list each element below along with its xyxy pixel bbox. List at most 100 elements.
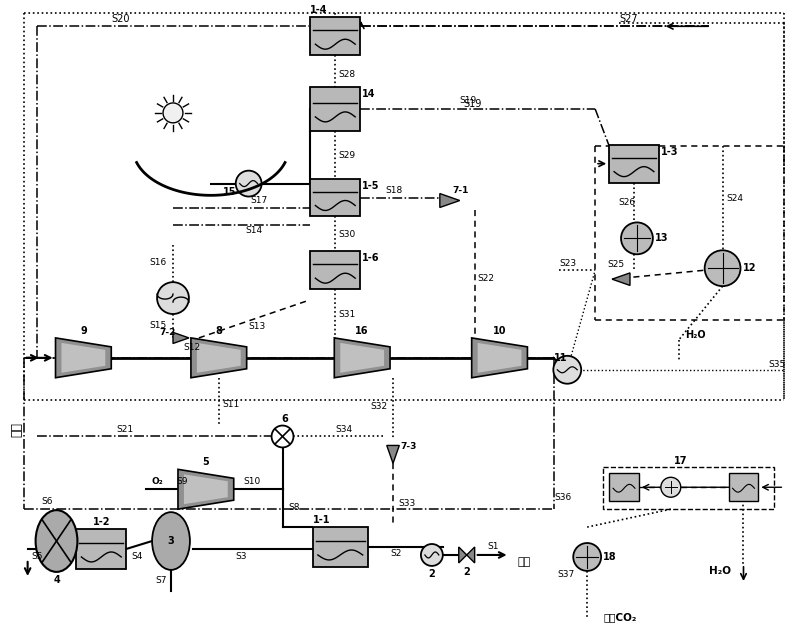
Text: 9: 9 — [80, 326, 86, 336]
Polygon shape — [466, 547, 474, 563]
Polygon shape — [55, 338, 111, 378]
Text: 10: 10 — [493, 326, 506, 336]
Text: S27: S27 — [619, 15, 638, 24]
Text: S9: S9 — [176, 477, 187, 486]
Circle shape — [621, 223, 653, 254]
Text: 1-2: 1-2 — [93, 517, 110, 527]
Polygon shape — [440, 193, 460, 207]
Text: 2: 2 — [463, 567, 470, 577]
Text: 7-1: 7-1 — [453, 186, 469, 195]
Ellipse shape — [35, 510, 78, 572]
Text: 8: 8 — [215, 326, 222, 336]
Bar — [609, 473, 639, 501]
Bar — [310, 179, 360, 216]
Text: S26: S26 — [618, 198, 635, 207]
Polygon shape — [386, 445, 399, 464]
Text: S34: S34 — [335, 425, 353, 434]
Text: O₂: O₂ — [151, 477, 163, 486]
Bar — [729, 473, 758, 501]
Polygon shape — [184, 474, 228, 504]
Text: S37: S37 — [558, 570, 574, 579]
Circle shape — [705, 251, 741, 286]
Text: S10: S10 — [244, 477, 261, 486]
Text: 18: 18 — [603, 552, 617, 562]
Text: S22: S22 — [478, 273, 494, 282]
Text: 1-1: 1-1 — [313, 515, 330, 525]
Bar — [313, 527, 368, 567]
Polygon shape — [334, 338, 390, 378]
Text: S28: S28 — [338, 69, 355, 79]
Text: 1-3: 1-3 — [661, 147, 678, 156]
Text: 供热: 供热 — [10, 422, 23, 437]
Text: S20: S20 — [111, 15, 130, 24]
Bar — [603, 467, 774, 509]
Text: 6: 6 — [281, 413, 288, 424]
Text: S25: S25 — [607, 259, 624, 269]
Text: H₂O: H₂O — [685, 330, 706, 340]
Text: S16: S16 — [149, 258, 166, 266]
Text: S29: S29 — [338, 151, 355, 160]
Text: S11: S11 — [222, 400, 240, 409]
Text: S2: S2 — [390, 550, 402, 558]
Text: S5: S5 — [32, 553, 43, 562]
Ellipse shape — [152, 512, 190, 570]
Polygon shape — [340, 343, 384, 373]
Text: S24: S24 — [726, 194, 743, 203]
Text: 15: 15 — [222, 186, 236, 197]
Text: S33: S33 — [398, 499, 415, 508]
Text: S14: S14 — [246, 226, 263, 235]
Text: S17: S17 — [250, 196, 268, 205]
Bar — [77, 529, 126, 569]
Text: S19: S19 — [464, 99, 482, 109]
Bar — [310, 87, 360, 131]
Circle shape — [574, 543, 601, 571]
Circle shape — [421, 544, 443, 566]
Text: S36: S36 — [554, 493, 571, 502]
Text: 液态CO₂: 液态CO₂ — [603, 612, 637, 621]
Circle shape — [163, 103, 183, 123]
Text: S3: S3 — [236, 553, 247, 562]
Polygon shape — [178, 469, 234, 509]
Text: H₂O: H₂O — [709, 566, 730, 576]
Text: 甲烷: 甲烷 — [518, 557, 530, 567]
Text: S15: S15 — [149, 321, 166, 331]
Text: 13: 13 — [655, 233, 668, 244]
Text: S32: S32 — [370, 402, 387, 411]
Text: S7: S7 — [155, 576, 166, 585]
Text: S1: S1 — [488, 543, 499, 551]
Text: 5: 5 — [202, 457, 210, 467]
Polygon shape — [472, 338, 527, 378]
Text: S6: S6 — [42, 497, 53, 506]
Circle shape — [554, 356, 582, 384]
Text: S35: S35 — [768, 361, 786, 370]
Text: S8: S8 — [289, 502, 300, 512]
Text: 4: 4 — [53, 575, 60, 585]
Polygon shape — [173, 333, 189, 343]
Text: 17: 17 — [674, 457, 687, 466]
Bar — [310, 251, 360, 289]
Polygon shape — [458, 547, 466, 563]
Circle shape — [157, 282, 189, 314]
Text: 1-5: 1-5 — [362, 181, 380, 191]
Text: 1-6: 1-6 — [362, 253, 380, 263]
Bar — [609, 145, 659, 183]
Text: 14: 14 — [362, 89, 376, 99]
Circle shape — [236, 170, 262, 197]
Polygon shape — [62, 343, 106, 373]
Text: S12: S12 — [183, 343, 200, 352]
Text: S13: S13 — [249, 322, 266, 331]
Text: S31: S31 — [338, 310, 355, 319]
Text: 16: 16 — [355, 326, 369, 336]
Polygon shape — [191, 338, 246, 378]
Circle shape — [271, 425, 294, 448]
Text: S18: S18 — [385, 186, 402, 195]
Bar — [310, 17, 360, 55]
Text: S4: S4 — [131, 553, 142, 562]
Text: S21: S21 — [116, 425, 134, 434]
Text: 12: 12 — [742, 263, 756, 273]
Text: 2: 2 — [429, 569, 435, 579]
Text: S19: S19 — [460, 97, 477, 106]
Text: 3: 3 — [168, 536, 174, 546]
Polygon shape — [612, 273, 630, 286]
Text: 7-2: 7-2 — [159, 328, 175, 338]
